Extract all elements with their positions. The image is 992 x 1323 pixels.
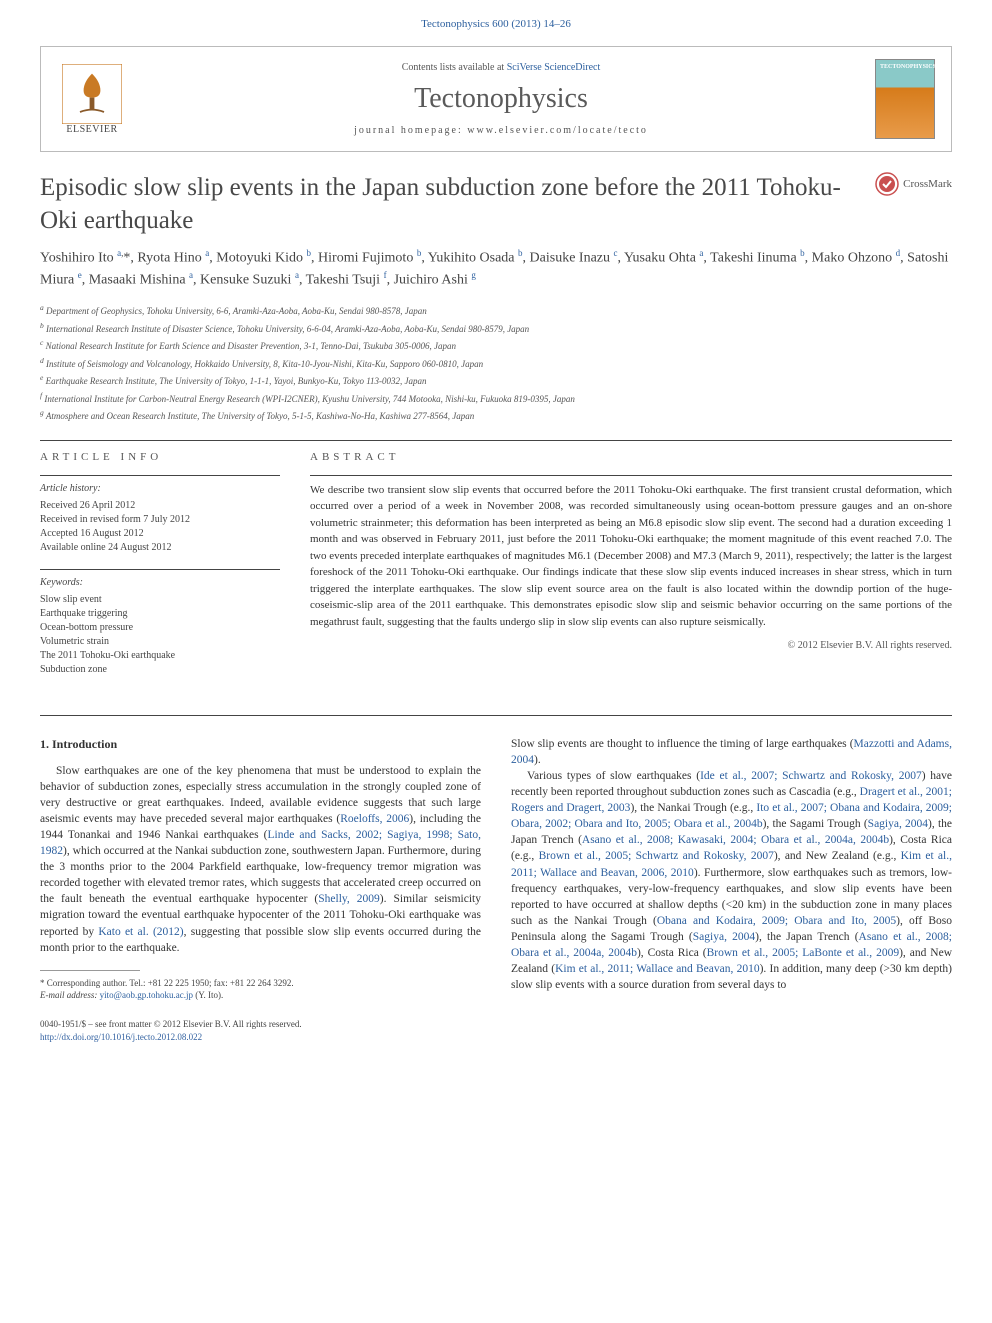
revised-date: Received in revised form 7 July 2012 (40, 513, 280, 527)
affiliation-e: e Earthquake Research Institute, The Uni… (40, 372, 952, 389)
keyword: The 2011 Tohoku-Oki earthquake (40, 649, 280, 663)
affiliation-g: g Atmosphere and Ocean Research Institut… (40, 407, 952, 424)
body-col-right: Slow slip events are thought to influenc… (511, 736, 952, 1043)
author-list: Yoshihiro Ito a,*, Ryota Hino a, Motoyuk… (40, 247, 952, 290)
doi-link[interactable]: http://dx.doi.org/10.1016/j.tecto.2012.0… (40, 1032, 202, 1042)
email-post: (Y. Ito). (193, 990, 223, 1000)
keyword: Earthquake triggering (40, 607, 280, 621)
keyword: Volumetric strain (40, 635, 280, 649)
keyword: Subduction zone (40, 663, 280, 677)
journal-cover-thumbnail: TECTONOPHYSICS (875, 59, 935, 139)
online-date: Available online 24 August 2012 (40, 541, 280, 555)
elsevier-label: ELSEVIER (66, 124, 117, 135)
body-col-left: 1. Introduction Slow earthquakes are one… (40, 736, 481, 1043)
crossmark-badge[interactable]: CrossMark (875, 172, 952, 196)
elsevier-tree-icon (62, 64, 122, 124)
article-title: Episodic slow slip events in the Japan s… (40, 172, 859, 237)
accepted-date: Accepted 16 August 2012 (40, 527, 280, 541)
copyright-line: © 2012 Elsevier B.V. All rights reserved… (310, 640, 952, 651)
cover-label: TECTONOPHYSICS (880, 64, 930, 70)
corresponding-author-footnote: * Corresponding author. Tel.: +81 22 225… (40, 977, 481, 1002)
body-paragraph: Slow slip events are thought to influenc… (511, 736, 952, 994)
history-label: Article history: (40, 482, 280, 496)
footnote-separator (40, 970, 140, 971)
sciencedirect-link[interactable]: SciVerse ScienceDirect (507, 62, 601, 73)
section-heading-intro: 1. Introduction (40, 736, 481, 753)
affiliations: a Department of Geophysics, Tohoku Unive… (40, 302, 952, 424)
article-info-label: ARTICLE INFO (40, 451, 280, 463)
affiliation-c: c National Research Institute for Earth … (40, 337, 952, 354)
affiliation-d: d Institute of Seismology and Volcanolog… (40, 355, 952, 372)
corresp-line: * Corresponding author. Tel.: +81 22 225… (40, 977, 481, 990)
issn-line: 0040-1951/$ – see front matter © 2012 El… (40, 1018, 481, 1031)
divider (40, 440, 952, 441)
crossmark-icon (875, 172, 899, 196)
contents-pre: Contents lists available at (402, 62, 507, 73)
email-link[interactable]: yito@aob.gp.tohoku.ac.jp (100, 990, 193, 1000)
journal-header-box: ELSEVIER Contents lists available at Sci… (40, 46, 952, 152)
body-two-column: 1. Introduction Slow earthquakes are one… (40, 736, 952, 1043)
divider (40, 715, 952, 716)
crossmark-label: CrossMark (903, 178, 952, 190)
keyword: Ocean-bottom pressure (40, 621, 280, 635)
header-center: Contents lists available at SciVerse Sci… (143, 62, 859, 136)
journal-name: Tectonophysics (143, 83, 859, 115)
article-history: Article history: Received 26 April 2012 … (40, 482, 280, 555)
affiliation-f: f International Institute for Carbon-Neu… (40, 390, 952, 407)
front-matter-line: 0040-1951/$ – see front matter © 2012 El… (40, 1018, 481, 1043)
affiliation-a: a Department of Geophysics, Tohoku Unive… (40, 302, 952, 319)
abstract-text: We describe two transient slow slip even… (310, 482, 952, 631)
journal-homepage: journal homepage: www.elsevier.com/locat… (143, 125, 859, 136)
abstract-label: ABSTRACT (310, 451, 952, 463)
keywords-label: Keywords: (40, 576, 280, 590)
abstract-section: ABSTRACT We describe two transient slow … (310, 451, 952, 691)
body-paragraph: Slow earthquakes are one of the key phen… (40, 763, 481, 956)
elsevier-logo: ELSEVIER (57, 59, 127, 139)
received-date: Received 26 April 2012 (40, 499, 280, 513)
article-info-sidebar: ARTICLE INFO Article history: Received 2… (40, 451, 280, 691)
email-label: E-mail address: (40, 990, 100, 1000)
contents-available-line: Contents lists available at SciVerse Sci… (143, 62, 859, 73)
keyword: Slow slip event (40, 593, 280, 607)
citation-link[interactable]: Tectonophysics 600 (2013) 14–26 (40, 0, 952, 38)
affiliation-b: b International Research Institute of Di… (40, 320, 952, 337)
keywords-block: Keywords: Slow slip event Earthquake tri… (40, 576, 280, 677)
